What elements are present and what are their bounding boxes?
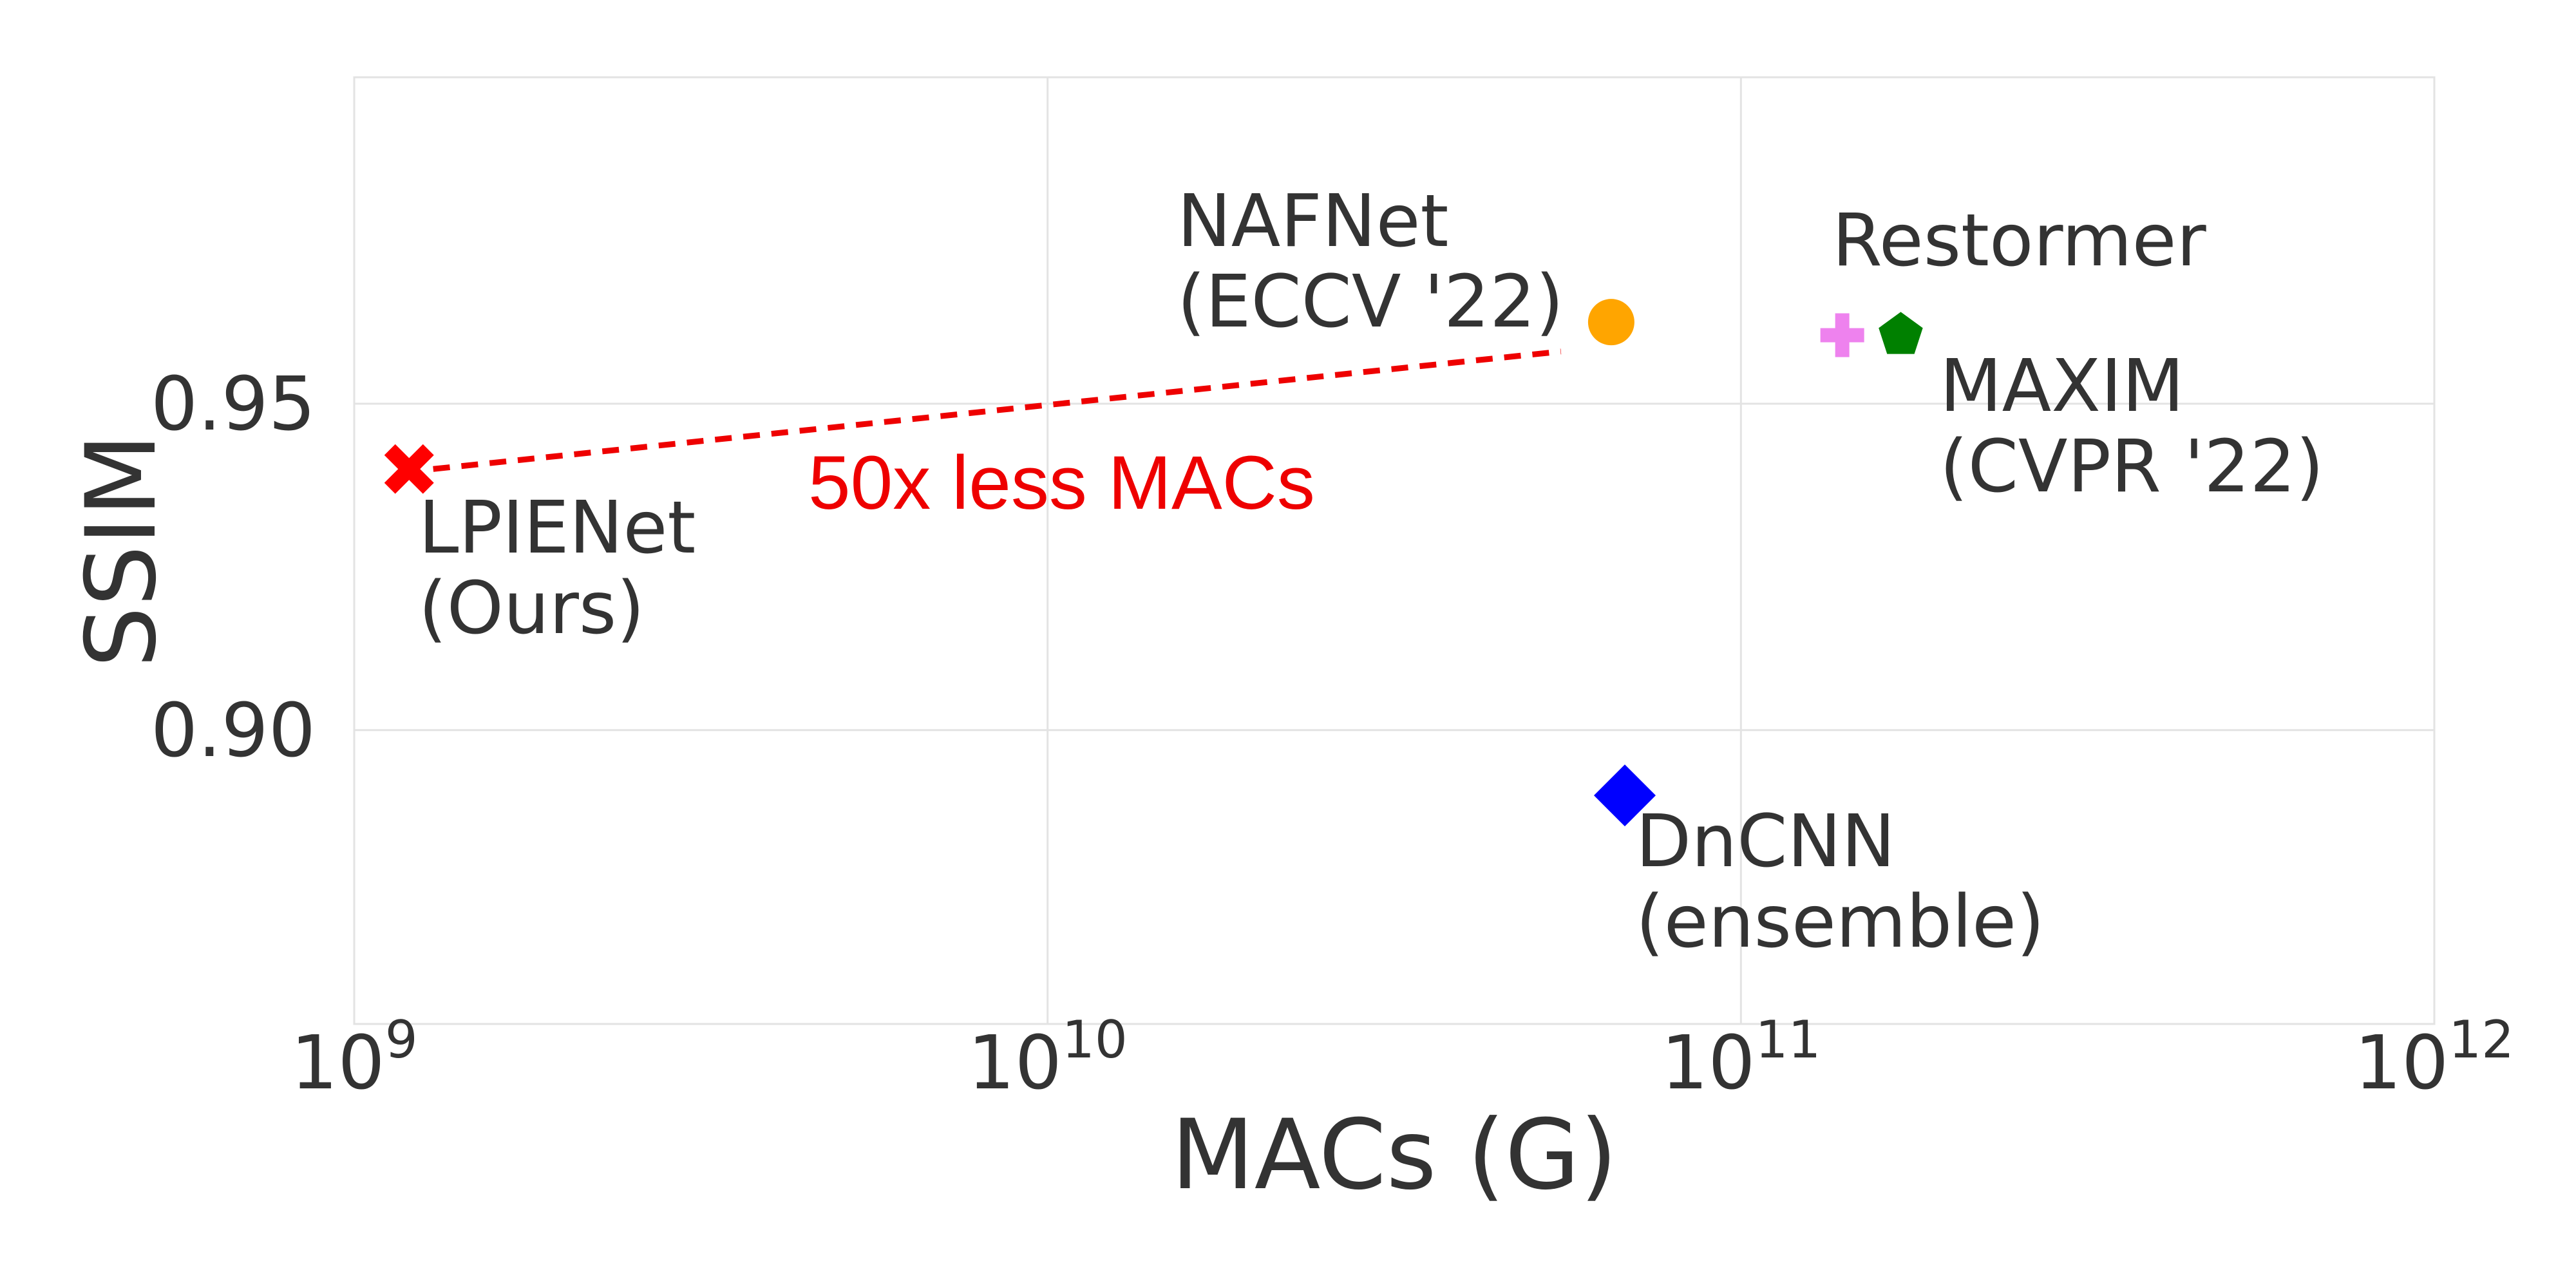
lpienet-label: (Ours): [419, 567, 645, 650]
dncnn-label: (ensemble): [1636, 880, 2045, 964]
maxim-label: MAXIM: [1940, 345, 2184, 428]
restormer-point: [1820, 313, 1864, 357]
x-tick-label: 1012: [2354, 1010, 2514, 1106]
point-labels: LPIENet(Ours) NAFNet(ECCV '22) Restormer MA…: [419, 180, 2324, 964]
dncnn-point: [1594, 764, 1656, 827]
annotation: 50x less MACs: [433, 348, 1562, 526]
y-tick-label: 0.95: [151, 361, 316, 448]
x-tick-label: 1010: [968, 1010, 1128, 1106]
nafnet-label: NAFNet: [1177, 180, 1448, 263]
dncnn-label: DnCNN: [1636, 800, 1895, 884]
nafnet-point: [1587, 299, 1634, 346]
y-axis-ticks: 0.90 0.95: [151, 361, 316, 774]
x-axis-title: MACs (G): [1171, 1099, 1617, 1211]
x-tick-label: 1011: [1661, 1010, 1821, 1106]
y-tick-label: 0.90: [151, 688, 316, 774]
annotation-dashed-line: [433, 348, 1562, 472]
data-points: [384, 299, 1923, 827]
plot-area: [353, 76, 2436, 1025]
restormer-label: Restormer: [1832, 199, 2207, 283]
x-tick-label: 109: [290, 1010, 417, 1106]
maxim-label: (CVPR '22): [1940, 425, 2324, 509]
x-axis-ticks: 109 1010 1011 1012: [290, 1010, 2514, 1106]
maxim-point: [1879, 312, 1923, 354]
lpienet-point: [384, 444, 434, 494]
nafnet-label: (ECCV '22): [1177, 260, 1564, 344]
annotation-text: 50x less MACs: [808, 440, 1315, 526]
lpienet-label: LPIENet: [419, 486, 696, 570]
grid-lines: [354, 77, 2434, 1024]
y-axis-title: SSIM: [66, 433, 178, 668]
